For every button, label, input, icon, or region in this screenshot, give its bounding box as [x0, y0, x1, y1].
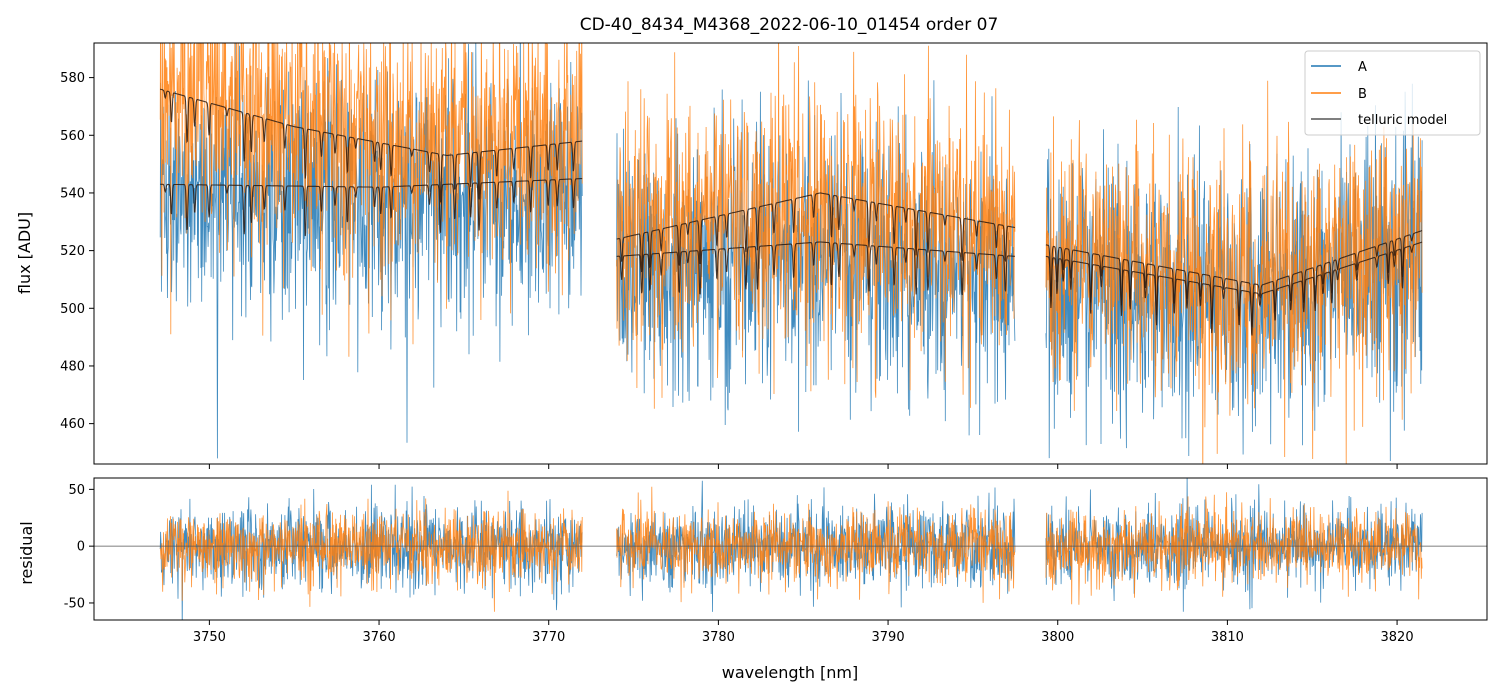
- flux-panel: 460 480 500 520 540 560 580 flux [ADU] A B tel…: [15, 42, 1488, 469]
- x-tick-label: 3810: [1211, 630, 1244, 645]
- legend-label-telluric: telluric model: [1358, 113, 1447, 128]
- telluric-model-b-segment-0: [159, 88, 583, 203]
- flux-axes-frame: [93, 42, 1488, 465]
- telluric-model-b-segment-2: [1045, 230, 1423, 327]
- legend-label-a: A: [1358, 60, 1367, 75]
- telluric-model-a-segment-1: [616, 241, 1016, 296]
- residual-axes-frame: [93, 477, 1488, 621]
- telluric-model-b-segment-1: [616, 192, 1016, 273]
- y-tick-label: 0: [77, 540, 85, 555]
- x-tick-label: 3820: [1381, 630, 1414, 645]
- x-tick-label: 3790: [872, 630, 905, 645]
- residual-a-segment-2: [1045, 478, 1423, 612]
- x-tick-label: 3760: [363, 630, 396, 645]
- chart-title: CD-40_8434_M4368_2022-06-10_01454 order …: [580, 15, 999, 35]
- x-tick-label: 3800: [1041, 630, 1074, 645]
- flux-x-ticks: [208, 464, 1398, 469]
- x-tick-label: 3750: [193, 630, 226, 645]
- y-tick-label: 480: [60, 359, 85, 374]
- x-tick-label: 3780: [702, 630, 735, 645]
- x-axis-label: wavelength [nm]: [722, 663, 859, 682]
- legend-label-b: B: [1358, 87, 1367, 102]
- x-tick-label: 3770: [532, 630, 565, 645]
- residual-y-label: residual: [17, 521, 36, 584]
- y-tick-label: 50: [68, 483, 85, 498]
- residual-y-ticks: -50 0 50: [64, 483, 94, 611]
- residual-series-group: [94, 478, 1487, 620]
- y-tick-label: 500: [60, 302, 85, 317]
- series-b-segment-2: [1045, 80, 1423, 464]
- series-a-segment-0: [159, 43, 583, 459]
- residual-b-segment-0: [159, 490, 583, 612]
- y-tick-label: 560: [60, 129, 85, 144]
- telluric-model-a-segment-2: [1045, 241, 1423, 336]
- y-tick-label: 460: [60, 417, 85, 432]
- flux-y-label: flux [ADU]: [15, 212, 34, 294]
- series-b-segment-0: [159, 43, 583, 357]
- telluric-model-a-segment-0: [160, 177, 583, 237]
- flux-series-group: [159, 43, 1423, 464]
- residual-x-ticks: 3750 3760 3770 3780 3790 3800 3810 3820: [193, 620, 1414, 645]
- residual-b-segment-2: [1045, 492, 1423, 605]
- y-tick-label: -50: [64, 596, 85, 611]
- residual-b-segment-1: [616, 486, 1016, 603]
- y-tick-label: 520: [60, 244, 85, 259]
- flux-y-ticks: 460 480 500 520 540 560 580: [60, 71, 94, 432]
- series-b-segment-1: [616, 43, 1016, 409]
- y-tick-label: 540: [60, 186, 85, 201]
- legend: A B telluric model: [1304, 50, 1481, 136]
- y-tick-label: 580: [60, 71, 85, 86]
